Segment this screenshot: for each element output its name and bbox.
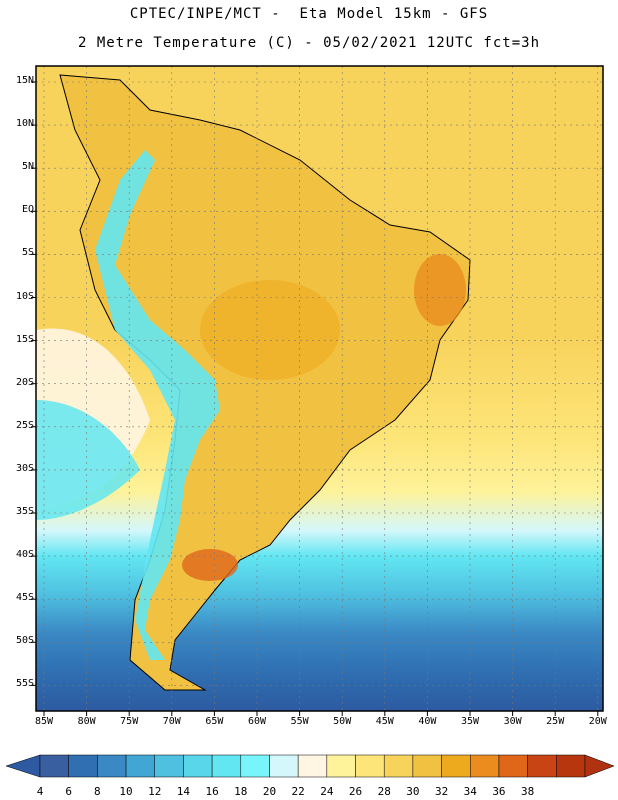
latitude-label: 30S (15, 462, 34, 474)
colorbar-label: 28 (377, 785, 391, 798)
colorbar-label: 24 (320, 785, 334, 798)
patagonia-hot-region (182, 549, 238, 581)
colorbar-label: 22 (291, 785, 305, 798)
map-subtitle: 2 Metre Temperature (C) - 05/02/2021 12U… (77, 35, 540, 51)
longitude-label: 65W (205, 716, 224, 727)
colorbar-segment (68, 754, 98, 778)
colorbar-label: 14 (176, 785, 191, 798)
colorbar-segment (441, 754, 471, 778)
colorbar-segment (154, 754, 184, 778)
colorbar-label: 18 (234, 785, 248, 798)
latitude-label: 20S (15, 376, 34, 388)
colorbar-segment (211, 754, 242, 778)
colorbar-segment (326, 754, 356, 778)
colorbar-segment (240, 754, 270, 778)
pacific-cold-region (36, 400, 140, 520)
lat-lon-grid (36, 66, 603, 711)
latitude-label: EQ (21, 204, 34, 216)
colorbar-segment (97, 754, 127, 778)
colorbar-segment (39, 754, 69, 778)
longitude-label: 25W (546, 716, 565, 727)
colorbar-label: 16 (205, 785, 219, 798)
longitude-label: 60W (247, 716, 267, 727)
longitude-label: 20W (588, 716, 607, 727)
longitude-label: 50W (333, 716, 352, 727)
colorbar-segment (297, 754, 328, 778)
longitude-label: 55W (290, 716, 309, 727)
latitude-label: 15N (15, 75, 34, 86)
colorbar-label: 30 (406, 785, 420, 798)
central-warm-region (200, 280, 340, 380)
longitude-label: 75W (120, 716, 139, 727)
latitude-label: 10N (15, 118, 34, 130)
colorbar-label: 6 (65, 785, 72, 798)
map-frame (35, 65, 604, 712)
longitude-label: 30W (503, 716, 522, 727)
colorbar-label: 34 (463, 785, 477, 798)
andes-cold-band (95, 150, 220, 660)
colorbar (5, 754, 615, 778)
colorbar-label: 20 (262, 785, 277, 798)
colorbar-segment (383, 754, 414, 778)
colorbar-segment (556, 754, 586, 778)
colorbar-segment (183, 754, 213, 778)
colorbar-label: 32 (434, 785, 449, 798)
colorbar-under-arrow (5, 754, 41, 778)
latitude-label: 35S (15, 506, 34, 517)
latitude-label: 45S (15, 592, 34, 604)
colorbar-label: 38 (521, 785, 535, 798)
longitude-label: 70W (162, 716, 181, 727)
map-title: CPTEC/INPE/MCT - Eta Model 15km - GFS (129, 6, 489, 22)
latitude-label: 55S (15, 678, 34, 690)
colorbar-segment (125, 754, 155, 778)
colorbar-label: 4 (36, 785, 44, 798)
longitude-label: 80W (77, 716, 96, 727)
longitude-label: 85W (34, 716, 54, 727)
latitude-label: 5S (21, 247, 34, 259)
colorbar-segment (412, 754, 442, 778)
axis-ticks (31, 81, 599, 716)
latitude-label: 15S (15, 333, 34, 345)
latitude-label: 25S (15, 419, 34, 431)
longitude-label: 35W (460, 716, 480, 727)
colorbar-label: 10 (119, 785, 133, 798)
colorbar-label: 36 (492, 785, 506, 798)
latitude-label: 40S (15, 549, 34, 561)
latitude-label: 10S (15, 290, 34, 302)
colorbar-segment (269, 754, 299, 778)
colorbar-segment (355, 754, 385, 778)
longitude-label: 45W (375, 716, 394, 727)
northeast-hot-region (414, 254, 466, 326)
colorbar-label: 12 (148, 785, 162, 798)
colorbar-label: 26 (348, 785, 363, 798)
longitude-label: 40W (418, 716, 437, 727)
colorbar-over-arrow (584, 754, 615, 778)
latitude-label: 5N (21, 161, 34, 173)
colorbar-segment (527, 754, 557, 778)
latitude-label: 50S (15, 635, 34, 647)
map-field (36, 66, 603, 711)
colorbar-label: 8 (94, 785, 101, 798)
colorbar-segment (498, 754, 528, 778)
colorbar-segment (470, 754, 500, 778)
